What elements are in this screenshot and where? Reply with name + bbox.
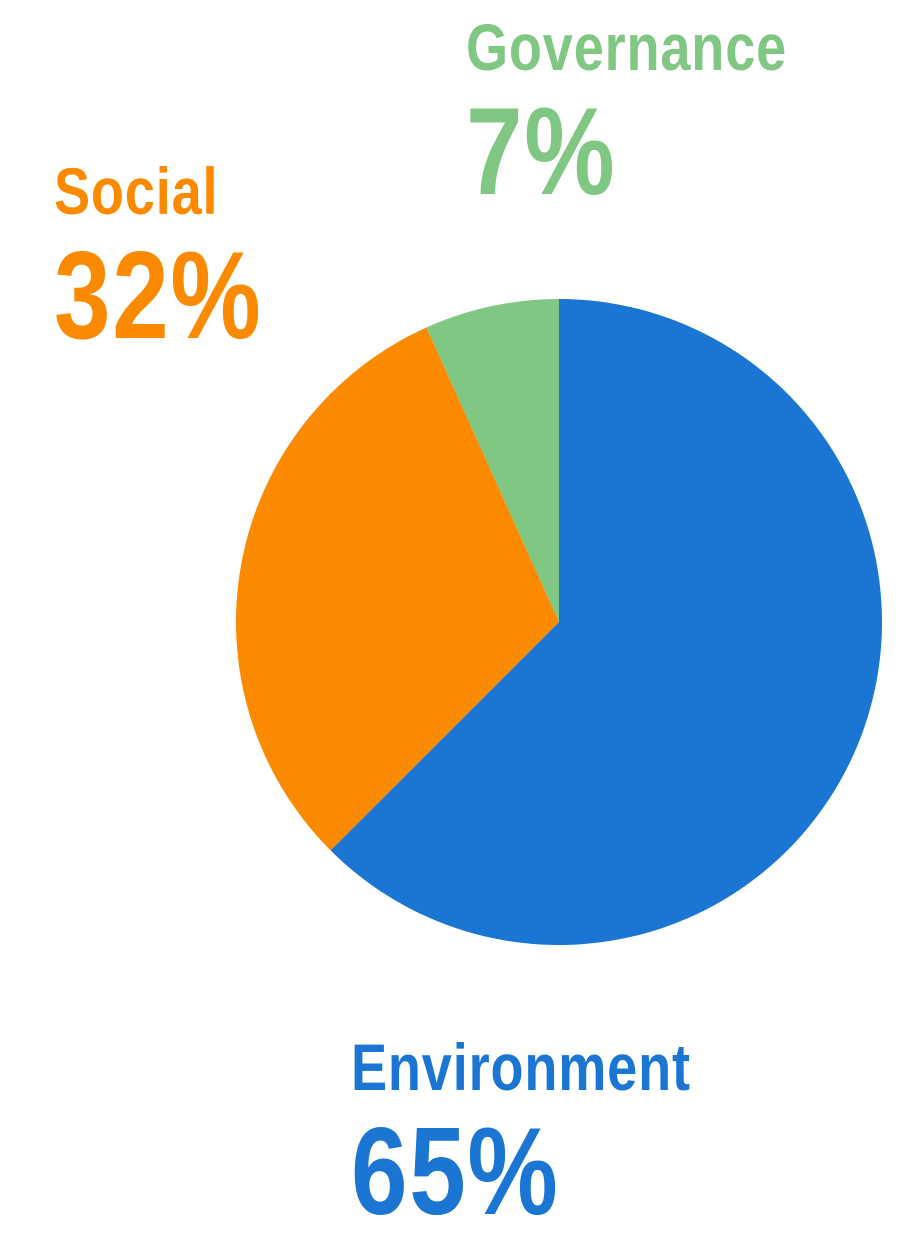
environment-label-name: Environment: [351, 1030, 691, 1104]
pie-slice-social: [235, 327, 559, 851]
social-label-name: Social: [54, 154, 219, 228]
social-label-value: 32%: [54, 227, 263, 365]
governance-label: Governance 7%: [466, 14, 858, 214]
environment-label: Environment 65%: [351, 1034, 765, 1234]
pie-slice-environment: [330, 299, 882, 945]
social-label: Social 32%: [54, 158, 308, 358]
environment-label-value: 65%: [351, 1103, 560, 1241]
governance-label-name: Governance: [466, 10, 788, 84]
governance-label-value: 7%: [466, 83, 617, 221]
pie-slice-governance: [426, 299, 559, 622]
